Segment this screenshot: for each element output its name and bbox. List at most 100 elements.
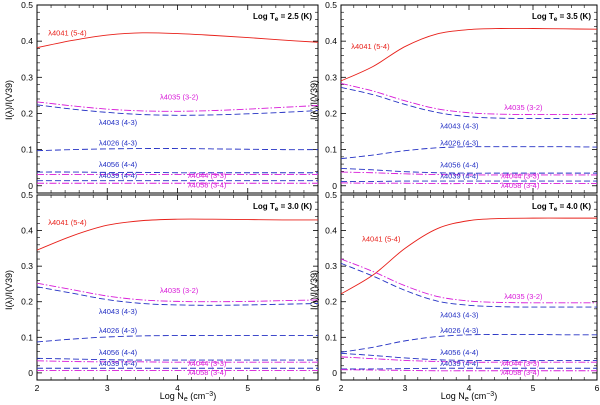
temp-value: = 3.5 (K)	[557, 12, 591, 21]
temp-value: = 3.0 (K)	[278, 202, 312, 211]
xlabel-right-close: )	[494, 391, 497, 401]
ytick-label: 0.2	[325, 108, 337, 118]
ytick-label: 0.4	[325, 226, 337, 236]
ytick-label: 0	[28, 368, 33, 378]
series-line--4041-5-4-	[37, 32, 318, 49]
temp-value: = 4.0 (K)	[557, 202, 591, 211]
series-line--4058-3-4-	[341, 369, 597, 372]
series-line--4043-4-3-	[341, 86, 597, 119]
series-label: λ4058 (3-4)	[188, 368, 227, 377]
xtick-label: 4	[175, 383, 180, 393]
series-label: λ4039 (4-4)	[99, 359, 138, 368]
series-line--4058-3-4-	[341, 182, 597, 185]
temp-sub: e	[275, 16, 279, 23]
ytick-label: 0.2	[21, 297, 33, 307]
xlabel-left-unit: (cm	[188, 391, 206, 401]
series-line--4056-4-4-	[341, 352, 597, 361]
series-line--4035-3-2-	[341, 83, 597, 116]
ytick-label: 0.1	[21, 332, 33, 342]
series-line--4043-4-3-	[37, 286, 318, 306]
series-label: λ4041 (5-4)	[48, 29, 87, 38]
series-line--4026-4-3-	[341, 146, 597, 160]
series-label: λ4026 (4-3)	[99, 326, 138, 335]
ytick-label: 0.1	[325, 145, 337, 155]
temp-sub: e	[554, 16, 558, 23]
panel-bottom-right: 0 0.1 0.2 0.3 0.4 0.5 2 3 4 5 6 Log Te = 4.0 (K) λ40…	[325, 190, 599, 393]
series-label: λ4026 (4-3)	[99, 138, 138, 147]
xtick-label: 4	[467, 383, 472, 393]
ylabel-bottom-right: I(λ)/I(V39)	[309, 270, 319, 310]
ytick-label: 0	[28, 181, 33, 191]
series-label: λ4043 (4-3)	[440, 122, 479, 131]
series-line--4035-3-2-	[37, 101, 318, 112]
temp-main: Log T	[253, 12, 275, 21]
ytick-label: 0.3	[21, 72, 33, 82]
series-line--4026-4-3-	[37, 148, 318, 152]
series-line--4035-3-2-	[341, 258, 597, 304]
ylabel-top: I(λ)/I(V39)	[4, 80, 14, 120]
ytick-label: 0.5	[21, 0, 33, 10]
xtick-label: 6	[595, 383, 600, 393]
temperature-label-bottom-right: Log Te = 4.0 (K)	[532, 202, 591, 213]
series-label: λ4041 (5-4)	[351, 42, 390, 51]
temp-sub: e	[554, 206, 558, 213]
temp-main: Log T	[532, 12, 554, 21]
ytick-label: 0.4	[325, 36, 337, 46]
ytick-label: 0.5	[325, 0, 337, 10]
series-line--4026-4-3-	[37, 335, 318, 343]
ylabel-top-right: I(λ)/I(V39)	[309, 80, 319, 120]
ylabel-bottom: I(λ)/I(V39)	[4, 270, 14, 310]
series-label: λ4044 (3-3)	[188, 359, 227, 368]
series-line--4039-4-4-	[341, 367, 597, 370]
xlabel-left: Log Ne (cm−3)	[160, 391, 216, 403]
xtick-label: 5	[531, 383, 536, 393]
series-label: λ4044 (3-3)	[501, 172, 540, 181]
series-line--4035-3-2-	[37, 282, 318, 303]
series-label: λ4026 (4-3)	[440, 326, 479, 335]
xlabel-left-sub: e	[184, 396, 188, 403]
series-line--4041-5-4-	[341, 27, 597, 82]
series-line--4043-4-3-	[341, 262, 597, 308]
ytick-label: 0.2	[21, 108, 33, 118]
temperature-label-bottom-left: Log Te = 3.0 (K)	[253, 202, 312, 213]
series-label: λ4035 (3-2)	[504, 292, 543, 301]
xlabel-right-sub: e	[465, 396, 469, 403]
xlabel-right-main: Log N	[441, 391, 465, 401]
series-line--4041-5-4-	[341, 217, 597, 295]
series-label: λ4041 (5-4)	[48, 218, 87, 227]
ytick-label: 0.1	[21, 145, 33, 155]
series-label: λ4058 (3-4)	[188, 181, 227, 190]
panel-bottom-left: 0 0.1 0.2 0.3 0.4 0.5 2 3 4 5 6 Log Te = 3.0 (K) λ40…	[21, 190, 320, 393]
series-line--4056-4-4-	[341, 167, 597, 174]
series-label: λ4043 (4-3)	[440, 311, 479, 320]
series-label: λ4058 (3-4)	[501, 181, 540, 190]
panel-top-right: 0 0.1 0.2 0.3 0.4 0.5 Log Te = 3.5 (K) λ4041 (5…	[325, 0, 598, 194]
xlabel-left-main: Log N	[160, 391, 184, 401]
xlabel-right-exp: −3	[486, 391, 494, 398]
xtick-label: 5	[245, 383, 250, 393]
series-label: λ4041 (5-4)	[362, 234, 401, 243]
xtick-label: 6	[316, 383, 321, 393]
temperature-label-top-right: Log Te = 3.5 (K)	[532, 12, 591, 23]
series-line--4041-5-4-	[37, 218, 318, 251]
series-label: λ4044 (3-3)	[188, 171, 227, 180]
ytick-label: 0.4	[21, 36, 33, 46]
ytick-label: 0.2	[325, 297, 337, 307]
ytick-label: 0.1	[325, 332, 337, 342]
xlabel-left-exp: −3	[205, 391, 213, 398]
series-label: λ4043 (4-3)	[99, 118, 138, 127]
series-label: λ4056 (4-4)	[99, 348, 138, 357]
series-label: λ4039 (4-4)	[440, 172, 479, 181]
xtick-label: 3	[403, 383, 408, 393]
series-line--4044-3-3-	[37, 360, 318, 363]
series-label: λ4026 (4-3)	[440, 138, 479, 147]
series-label: λ4058 (3-4)	[501, 368, 540, 377]
series-label: λ4056 (4-4)	[440, 348, 479, 357]
xlabel-right-unit: (cm	[469, 391, 487, 401]
series-label: λ4035 (3-2)	[160, 93, 199, 102]
temp-main: Log T	[532, 202, 554, 211]
temperature-label-top-left: Log Te = 2.5 (K)	[253, 12, 312, 23]
panel-top-left: 0 0.1 0.2 0.3 0.4 0.5 Log Te = 2.5 (K) λ4041 (5…	[21, 0, 319, 194]
series-line--4056-4-4-	[37, 357, 318, 361]
ytick-label: 0.4	[21, 226, 33, 236]
